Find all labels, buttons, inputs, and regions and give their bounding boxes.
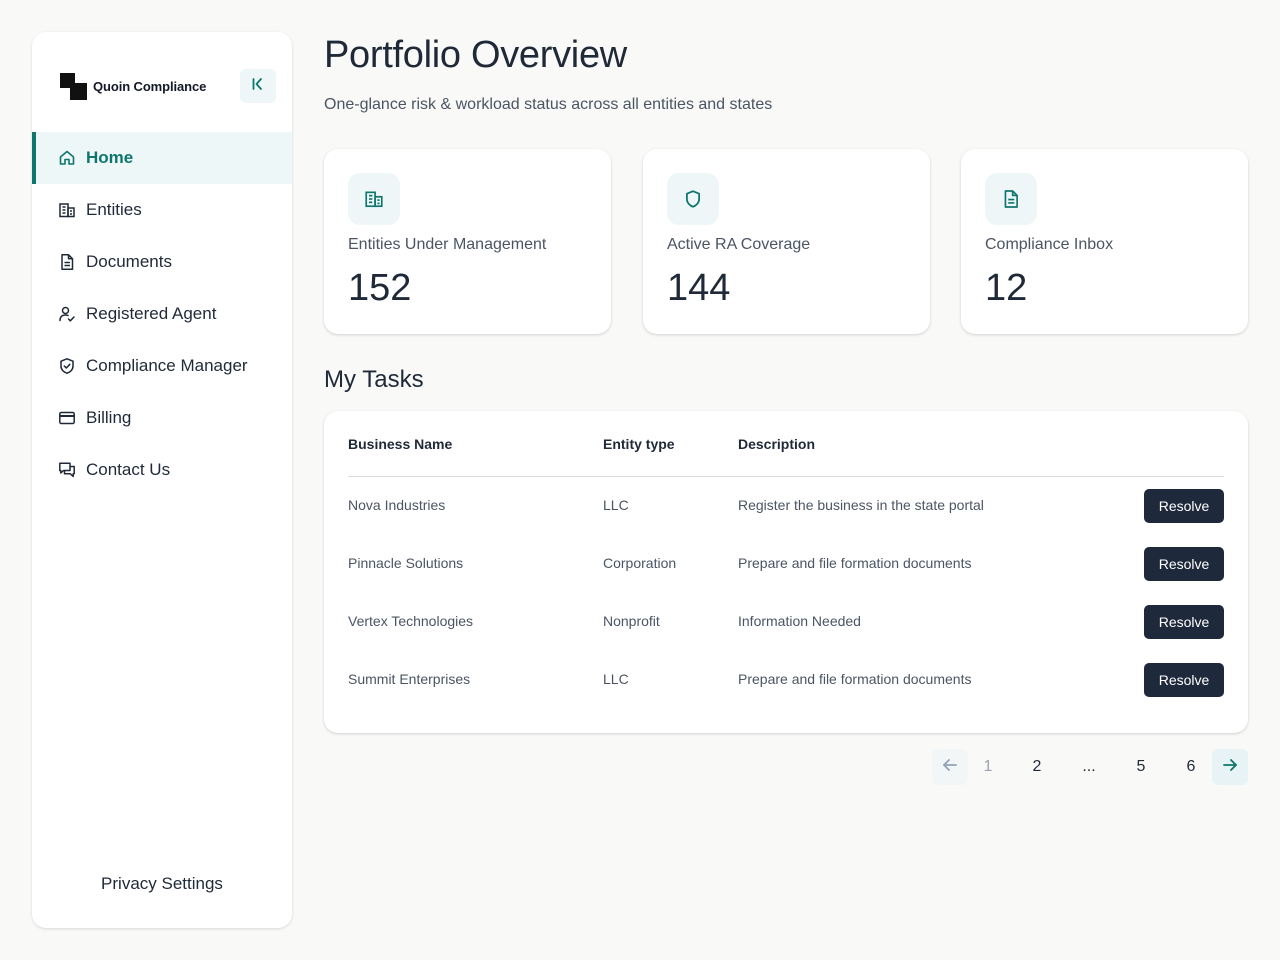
sidebar-nav: Home Entities Documents	[32, 132, 292, 496]
pagination-page-1[interactable]: 1	[983, 758, 993, 775]
table-row: Summit Enterprises LLC Prepare and file …	[324, 663, 1248, 697]
tasks-table: Business Name Entity type Description No…	[324, 411, 1248, 733]
stat-value: 144	[667, 267, 731, 309]
cell-description: Information Needed	[738, 613, 861, 629]
sidebar-item-billing[interactable]: Billing	[32, 392, 292, 444]
document-icon	[985, 173, 1037, 225]
pagination: 1 2 ... 5 6	[0, 749, 1280, 785]
brand[interactable]: Quoin Compliance	[60, 73, 206, 100]
table-row: Pinnacle Solutions Corporation Prepare a…	[324, 547, 1248, 581]
sidebar-item-label: Registered Agent	[86, 304, 217, 323]
building-icon	[58, 201, 76, 219]
stat-label: Active RA Coverage	[667, 236, 811, 253]
pagination-page-5[interactable]: 5	[1136, 758, 1146, 775]
shield-icon	[667, 173, 719, 225]
cell-business-name: Summit Enterprises	[348, 671, 471, 687]
column-header-business-name: Business Name	[348, 436, 453, 452]
cell-entity-type: LLC	[603, 497, 629, 513]
table-row: Vertex Technologies Nonprofit Informatio…	[324, 605, 1248, 639]
resolve-button[interactable]: Resolve	[1144, 605, 1224, 639]
cell-entity-type: LLC	[603, 671, 629, 687]
cell-description: Register the business in the state porta…	[738, 497, 984, 513]
stat-card-compliance-inbox[interactable]: Compliance Inbox 12	[961, 149, 1248, 334]
arrow-left-icon	[941, 756, 959, 779]
sidebar-item-label: Documents	[86, 252, 172, 271]
cell-entity-type: Corporation	[603, 555, 677, 571]
collapse-sidebar-button[interactable]	[240, 69, 276, 103]
pagination-next-button[interactable]	[1212, 749, 1248, 785]
page-title: Portfolio Overview	[324, 34, 627, 76]
cell-business-name: Vertex Technologies	[348, 613, 474, 629]
brand-logo-icon	[60, 73, 87, 100]
sidebar-item-label: Contact Us	[86, 460, 171, 479]
sidebar-item-registered-agent[interactable]: Registered Agent	[32, 288, 292, 340]
stat-label: Compliance Inbox	[985, 236, 1114, 253]
sidebar-item-label: Compliance Manager	[86, 356, 248, 375]
pagination-prev-button[interactable]	[932, 749, 968, 785]
privacy-settings-link[interactable]: Privacy Settings	[101, 874, 223, 893]
resolve-button[interactable]: Resolve	[1144, 489, 1224, 523]
table-row: Nova Industries LLC Register the busines…	[324, 489, 1248, 523]
sidebar: Quoin Compliance Home	[32, 32, 292, 928]
pagination-page-2[interactable]: 2	[1032, 758, 1042, 775]
collapse-left-icon	[250, 76, 266, 97]
cell-description: Prepare and file formation documents	[738, 671, 972, 687]
document-icon	[58, 253, 76, 271]
stat-value: 152	[348, 267, 412, 309]
column-header-entity-type: Entity type	[603, 436, 675, 452]
table-header-divider	[348, 476, 1224, 477]
stat-value: 12	[985, 267, 1028, 309]
brand-name: Quoin Compliance	[93, 79, 207, 94]
arrow-right-icon	[1221, 756, 1239, 779]
shield-check-icon	[58, 357, 76, 375]
stat-card-ra-coverage[interactable]: Active RA Coverage 144	[643, 149, 930, 334]
sidebar-item-label: Billing	[86, 408, 132, 427]
resolve-button[interactable]: Resolve	[1144, 547, 1224, 581]
pagination-page-6[interactable]: 6	[1186, 758, 1196, 775]
cell-business-name: Nova Industries	[348, 497, 446, 513]
building-icon	[348, 173, 400, 225]
sidebar-item-contact-us[interactable]: Contact Us	[32, 444, 292, 496]
sidebar-item-home[interactable]: Home	[32, 132, 292, 184]
column-header-description: Description	[738, 436, 816, 452]
resolve-button[interactable]: Resolve	[1144, 663, 1224, 697]
stat-card-entities[interactable]: Entities Under Management 152	[324, 149, 611, 334]
tasks-section-title: My Tasks	[324, 366, 424, 393]
home-icon	[58, 149, 76, 167]
stat-label: Entities Under Management	[348, 236, 547, 253]
cell-business-name: Pinnacle Solutions	[348, 555, 464, 571]
user-check-icon	[58, 305, 76, 323]
pagination-ellipsis: ...	[1082, 758, 1096, 775]
sidebar-item-compliance-manager[interactable]: Compliance Manager	[32, 340, 292, 392]
credit-card-icon	[58, 409, 76, 427]
page-subtitle: One-glance risk & workload status across…	[324, 96, 773, 113]
sidebar-item-documents[interactable]: Documents	[32, 236, 292, 288]
sidebar-item-label: Home	[86, 148, 134, 167]
cell-entity-type: Nonprofit	[603, 613, 660, 629]
chat-icon	[58, 461, 76, 479]
sidebar-item-label: Entities	[86, 200, 142, 219]
sidebar-item-entities[interactable]: Entities	[32, 184, 292, 236]
cell-description: Prepare and file formation documents	[738, 555, 972, 571]
